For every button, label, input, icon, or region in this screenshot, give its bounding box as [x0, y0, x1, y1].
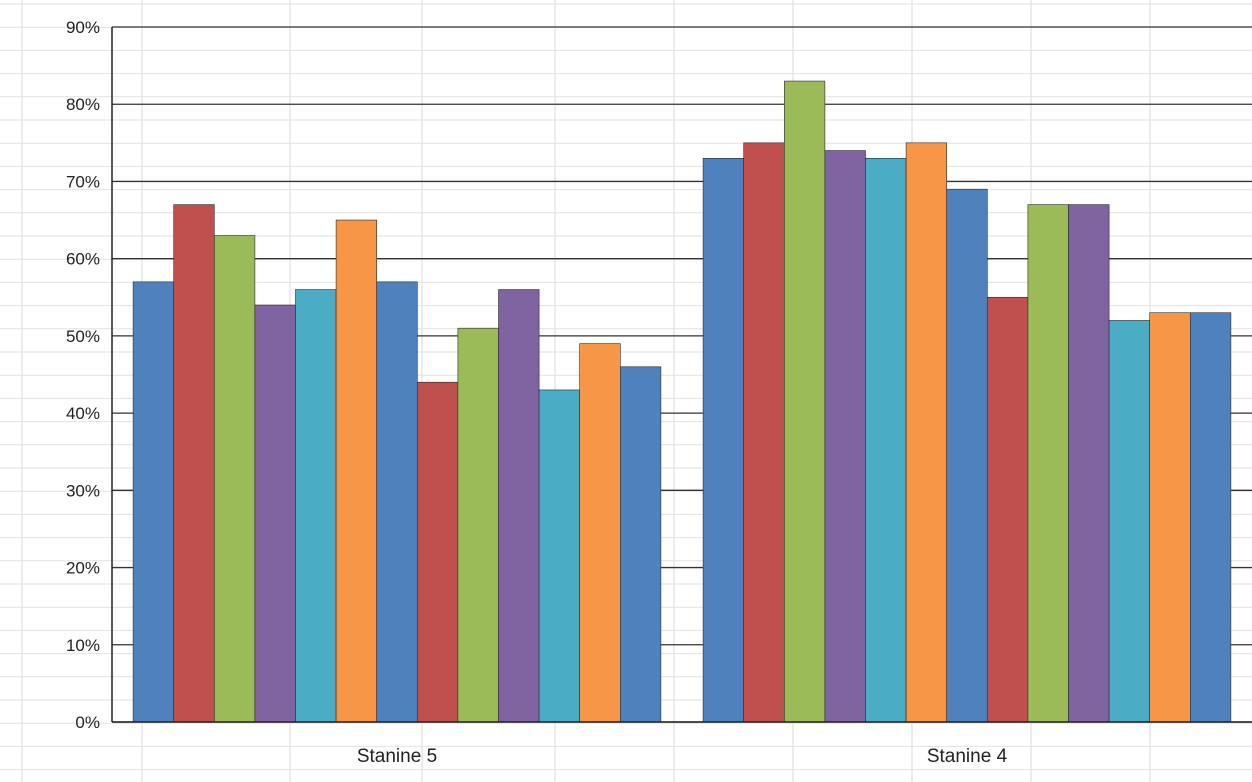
y-tick-label: 30%: [66, 481, 100, 500]
bar: [986, 296, 1029, 723]
bar: [865, 157, 907, 723]
bar: [1027, 204, 1069, 723]
bars: [132, 80, 1232, 723]
bar: [1108, 320, 1150, 723]
bar: [498, 289, 540, 723]
bar: [335, 219, 378, 723]
y-tick-label: 60%: [66, 250, 100, 269]
bar: [743, 142, 785, 723]
bar: [946, 188, 988, 723]
y-tick-label: 70%: [66, 172, 100, 191]
y-tick-labels: 0% 10% 20% 30% 40% 50% 60% 70% 80% 90%: [66, 18, 100, 732]
bar: [702, 157, 744, 723]
bar: [214, 235, 256, 723]
bar: [1190, 312, 1232, 723]
category-label: Stanine 5: [357, 746, 437, 767]
y-tick-label: 0%: [75, 713, 100, 732]
bar: [295, 289, 337, 723]
y-tick-label: 90%: [66, 18, 100, 37]
bar: [579, 343, 621, 723]
y-tick-label: 20%: [66, 559, 100, 578]
bar: [416, 381, 459, 723]
bar: [132, 281, 175, 723]
bar: [1068, 204, 1110, 723]
bar: [254, 304, 296, 723]
category-label: Stanine 4: [927, 746, 1008, 767]
category-labels: Stanine 5 Stanine 4: [357, 746, 1008, 767]
y-tick-label: 80%: [66, 95, 100, 114]
bar: [173, 204, 215, 723]
bar: [376, 281, 418, 723]
bar: [538, 389, 580, 723]
y-tick-label: 40%: [66, 404, 100, 423]
bar: [783, 80, 826, 723]
bar: [824, 150, 866, 723]
bar: [457, 327, 499, 723]
bar: [619, 366, 662, 723]
axes: [111, 27, 1252, 723]
bar: [1149, 312, 1191, 723]
bar: [905, 142, 947, 723]
y-tick-label: 50%: [66, 327, 100, 346]
y-tick-label: 10%: [66, 636, 100, 655]
